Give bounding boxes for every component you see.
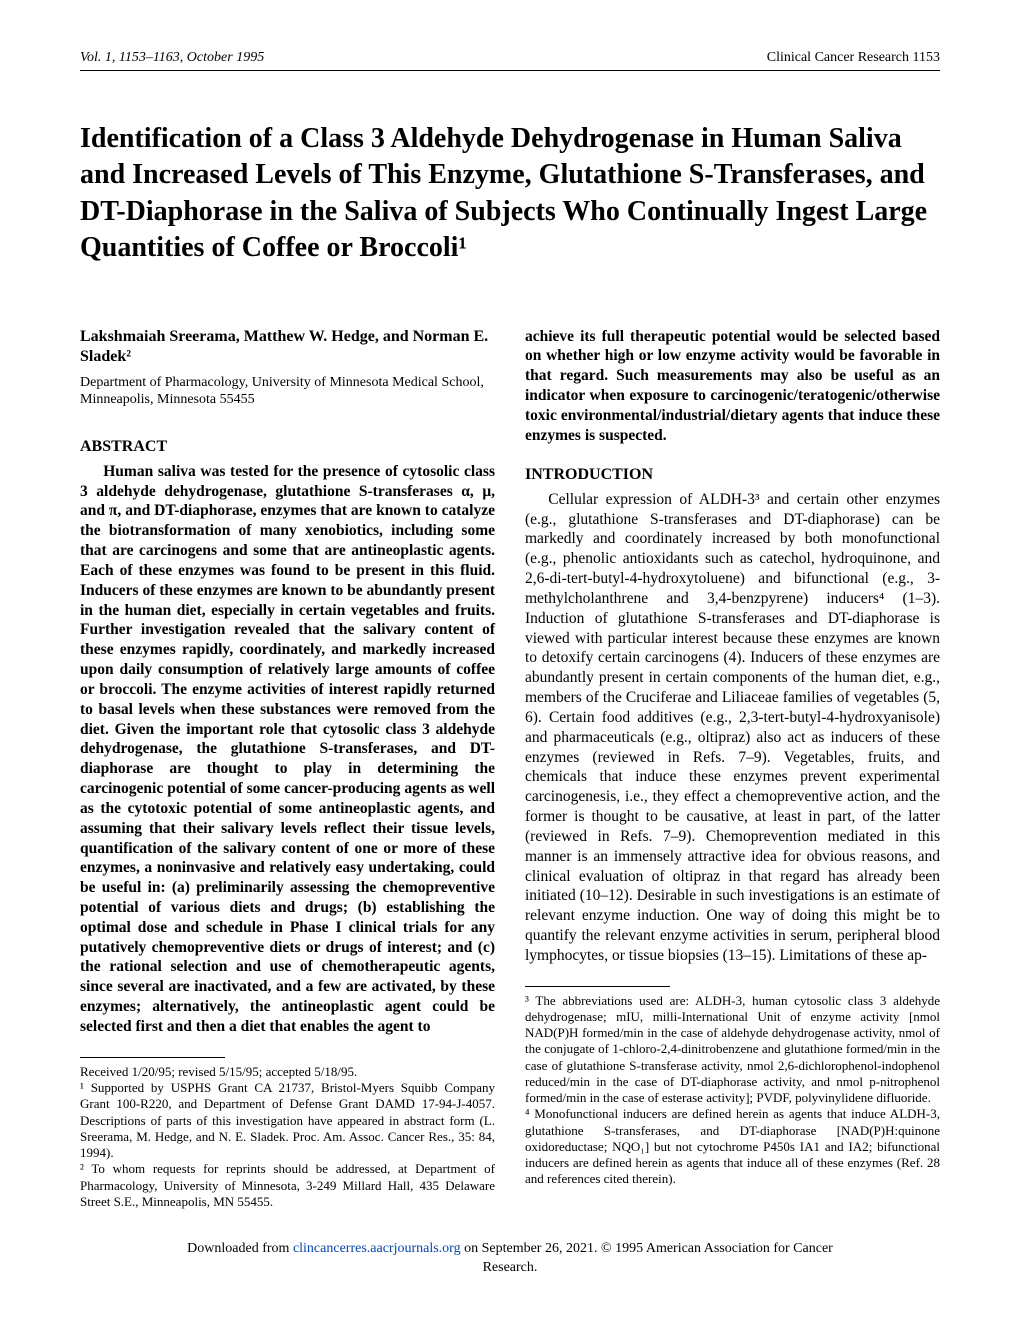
header-left: Vol. 1, 1153–1163, October 1995 <box>80 50 264 66</box>
header-right: Clinical Cancer Research 1153 <box>767 50 940 66</box>
footnote-1: ¹ Supported by USPHS Grant CA 21737, Bri… <box>80 1080 495 1161</box>
footnote-2: ² To whom requests for reprints should b… <box>80 1161 495 1210</box>
footnote-3: ³ The abbreviations used are: ALDH-3, hu… <box>525 993 940 1107</box>
running-header: Vol. 1, 1153–1163, October 1995 Clinical… <box>80 50 940 71</box>
two-column-body: Lakshmaiah Sreerama, Matthew W. Hedge, a… <box>80 327 940 1210</box>
abstract-heading: ABSTRACT <box>80 437 495 457</box>
page: Vol. 1, 1153–1163, October 1995 Clinical… <box>0 0 1020 1308</box>
introduction-body: Cellular expression of ALDH-3³ and certa… <box>525 490 940 966</box>
left-footnotes: Received 1/20/95; revised 5/15/95; accep… <box>80 1064 495 1210</box>
introduction-heading: INTRODUCTION <box>525 465 940 485</box>
affiliation: Department of Pharmacology, University o… <box>80 374 495 410</box>
abstract-continuation: achieve its full therapeutic potential w… <box>525 327 940 446</box>
footnote-4: ⁴ Monofunctional inducers are defined he… <box>525 1106 940 1187</box>
footnote-rule-right <box>525 986 670 987</box>
left-column: Lakshmaiah Sreerama, Matthew W. Hedge, a… <box>80 327 495 1210</box>
right-column: achieve its full therapeutic potential w… <box>525 327 940 1210</box>
abstract-body: Human saliva was tested for the presence… <box>80 462 495 1037</box>
right-footnotes: ³ The abbreviations used are: ALDH-3, hu… <box>525 993 940 1188</box>
download-note: Downloaded from clincancerres.aacrjourna… <box>80 1240 940 1278</box>
download-prefix: Downloaded from <box>187 1241 293 1256</box>
download-mid: on September 26, 2021. © 1995 American A… <box>461 1241 833 1256</box>
received-line: Received 1/20/95; revised 5/15/95; accep… <box>80 1064 495 1080</box>
download-suffix: Research. <box>483 1260 538 1275</box>
footnote-rule <box>80 1057 225 1058</box>
authors: Lakshmaiah Sreerama, Matthew W. Hedge, a… <box>80 327 495 368</box>
article-title: Identification of a Class 3 Aldehyde Deh… <box>80 121 940 267</box>
download-link[interactable]: clincancerres.aacrjournals.org <box>293 1241 461 1256</box>
